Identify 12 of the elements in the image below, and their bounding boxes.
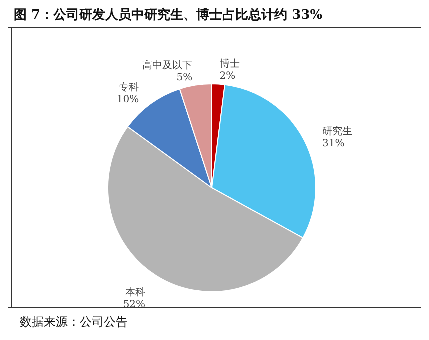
data-label: 2% (220, 71, 236, 82)
slice-label: 高中及以下 (142, 60, 193, 72)
slice-label: 博士 (220, 58, 240, 70)
slice-label: 专科 (119, 82, 140, 94)
chart-title: 图 7：公司研发人员中研究生、博士占比总计约 33% (14, 7, 324, 23)
data-label: 52% (123, 300, 146, 311)
slice-label: 本科 (126, 286, 146, 299)
source-note: 数据来源：公司公告 (20, 315, 128, 329)
data-label: 5% (176, 72, 193, 84)
slice-label: 研究生 (322, 126, 352, 138)
data-label: 10% (116, 94, 140, 106)
data-label: 31% (322, 138, 345, 150)
